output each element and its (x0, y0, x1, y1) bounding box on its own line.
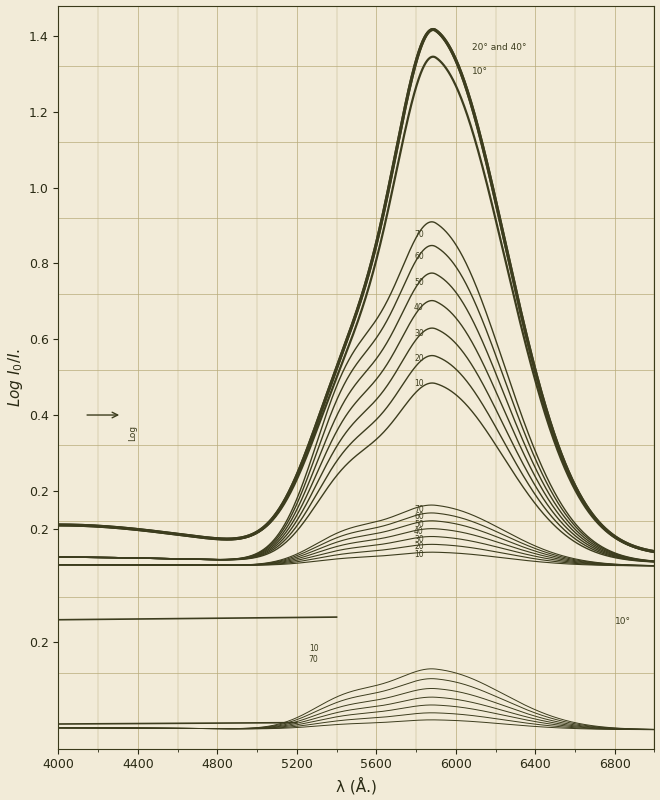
Text: 70: 70 (414, 505, 424, 514)
Text: 40: 40 (414, 527, 424, 536)
Text: Log: Log (128, 425, 137, 441)
Text: 60: 60 (414, 512, 424, 521)
Text: 10: 10 (309, 644, 318, 653)
Text: 50: 50 (414, 278, 424, 287)
X-axis label: λ (Å.): λ (Å.) (336, 777, 377, 794)
Text: 50: 50 (414, 520, 424, 529)
Text: 10°: 10° (614, 617, 631, 626)
Text: 10: 10 (414, 379, 424, 389)
Text: 20: 20 (414, 354, 424, 363)
Text: 20° and 40°: 20° and 40° (472, 42, 526, 52)
Text: 20: 20 (414, 542, 424, 551)
Text: 40: 40 (414, 303, 424, 312)
Text: 30: 30 (414, 535, 424, 544)
Text: 10: 10 (414, 550, 424, 559)
Text: 70: 70 (414, 230, 424, 239)
Y-axis label: Log $I_0/I.$: Log $I_0/I.$ (5, 348, 24, 406)
Text: 30: 30 (414, 329, 424, 338)
Text: 60: 60 (414, 252, 424, 261)
Text: 10°: 10° (472, 67, 488, 77)
Text: 70: 70 (309, 655, 319, 664)
